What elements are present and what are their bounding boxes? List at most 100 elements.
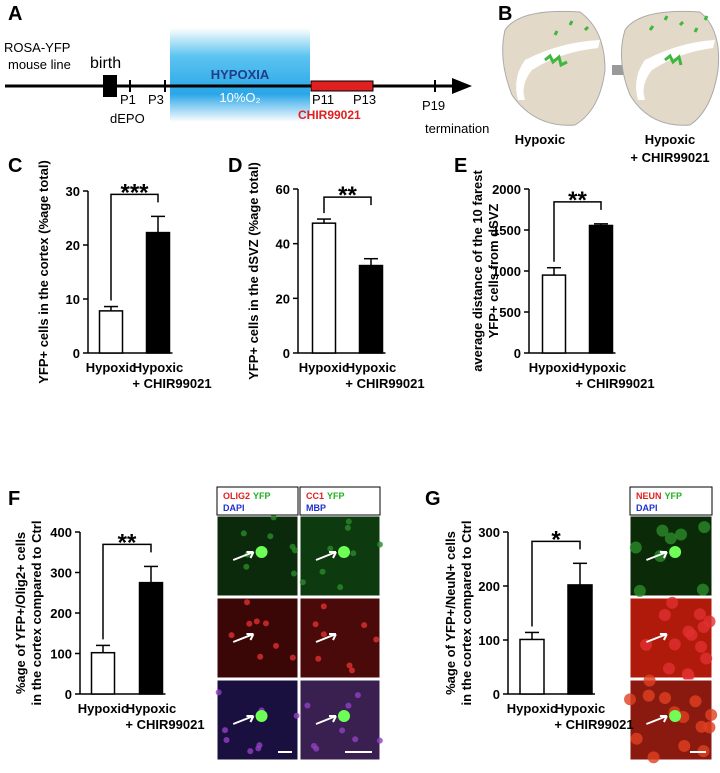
yfp-cell [338, 546, 350, 558]
hypoxia-label: HYPOXIA [211, 67, 270, 82]
time-label: dEPO [110, 111, 145, 126]
x-tick-label: Hypoxic [86, 360, 137, 375]
y-tick-label: 20 [66, 238, 80, 253]
time-label: P1 [120, 92, 136, 107]
header-box [629, 486, 713, 516]
condition-label: Hypoxic [645, 132, 696, 147]
cell [376, 737, 383, 744]
y-tick-label: 200 [478, 579, 500, 594]
cell [291, 547, 298, 554]
panel-label: F [8, 488, 20, 510]
y-tick-label: 60 [276, 182, 290, 197]
y-tick-label: 200 [50, 606, 72, 621]
cell [267, 533, 274, 540]
cell [262, 620, 269, 627]
y-tick-label: 1500 [492, 223, 521, 238]
bar [311, 222, 337, 354]
arrow [315, 551, 337, 561]
significance-bracket [323, 196, 372, 214]
yfp-cell [669, 710, 682, 722]
cell [290, 570, 297, 577]
stain-label: DAPI [223, 503, 245, 513]
y-tick-label: 100 [478, 633, 500, 648]
cell [327, 545, 334, 552]
y-axis-label: YFP+ cells in the dSVZ (%age total) [246, 162, 261, 380]
cell [320, 603, 327, 610]
condition-label: + CHIR99021 [630, 150, 709, 165]
y-tick-label: 0 [493, 687, 500, 702]
time-label: P19 [422, 98, 445, 113]
stain-label: CC1 [306, 491, 324, 501]
x-tick-label: Hypoxic + CHIR99021 [132, 360, 211, 391]
cell [346, 662, 353, 669]
drug-bar [310, 80, 374, 92]
stain-label: YFP [253, 491, 271, 501]
cell [705, 708, 718, 721]
cell [293, 712, 300, 719]
x-tick-label: Hypoxic + CHIR99021 [575, 360, 654, 391]
panel-label: B [498, 3, 512, 25]
significance-bracket [110, 193, 159, 301]
cell [315, 655, 322, 662]
cell [703, 615, 716, 628]
y-tick-label: 20 [276, 291, 290, 306]
cell [664, 532, 677, 545]
cell [289, 654, 296, 661]
y-tick-label: 0 [514, 346, 521, 361]
cell [339, 727, 346, 734]
cell [348, 667, 355, 674]
cell [246, 620, 253, 627]
cell [630, 732, 643, 745]
cell [668, 638, 681, 651]
cell [354, 692, 361, 699]
cell [674, 528, 687, 541]
yfp-cell [338, 710, 350, 722]
x-tick-label: Hypoxic + CHIR99021 [345, 360, 424, 391]
cell [255, 745, 262, 752]
cell [320, 631, 327, 638]
cell [344, 524, 351, 531]
significance-bracket [531, 540, 581, 627]
arrow [232, 633, 255, 643]
bar [90, 651, 116, 695]
y-axis-label: YFP+ cells in the cortex (%age total) [36, 160, 51, 384]
cell [696, 583, 709, 596]
cell [693, 608, 706, 621]
cell [659, 691, 672, 704]
oxygen-label: 10%O₂ [219, 90, 260, 105]
cell [700, 652, 713, 665]
cell [656, 524, 669, 537]
significance: * [551, 526, 561, 553]
significance-bracket [102, 543, 152, 640]
bar [145, 231, 171, 354]
x-tick-label: Hypoxic [529, 360, 580, 375]
y-axis-label: %age of YFP+/Olig2+ cellsin the cortex c… [13, 521, 44, 706]
cell [698, 521, 711, 534]
cell [345, 518, 352, 525]
cell [629, 541, 642, 554]
cell [376, 541, 383, 548]
stain-label: DAPI [636, 503, 658, 513]
line-name: ROSA-YFP [4, 40, 70, 55]
cell [223, 737, 230, 744]
cell [361, 622, 368, 629]
stain-label: YFP [327, 491, 345, 501]
cell [345, 702, 352, 709]
cell [624, 693, 637, 706]
cell [663, 662, 676, 675]
cell [642, 689, 655, 702]
bar [541, 274, 567, 354]
cell [257, 653, 264, 660]
header-box [299, 486, 381, 516]
line-name: mouse line [8, 57, 71, 72]
arrow [315, 633, 337, 643]
y-tick-label: 10 [66, 292, 80, 307]
bar [358, 264, 384, 354]
cell [243, 563, 250, 570]
micrograph [299, 597, 381, 679]
y-tick-label: 1000 [492, 264, 521, 279]
birth-block [103, 75, 117, 97]
yfp-cell [255, 710, 268, 722]
panel-label: C [8, 155, 22, 177]
